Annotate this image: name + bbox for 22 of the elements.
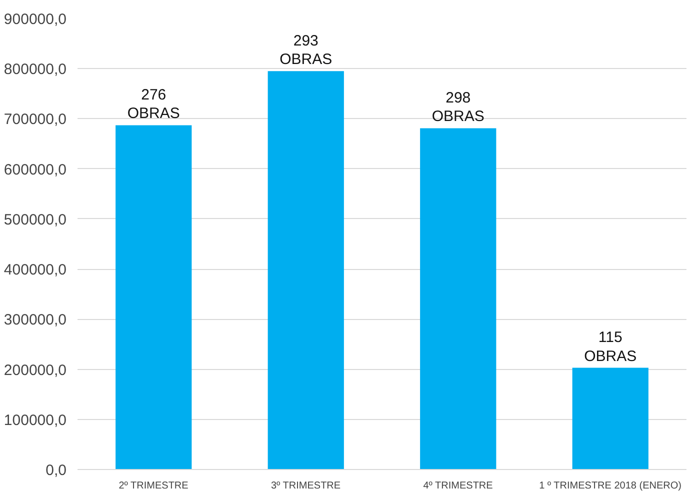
bar xyxy=(420,128,496,470)
bar xyxy=(268,71,344,470)
y-tick-label: 600000,0 xyxy=(4,161,67,178)
y-tick-label: 0,0 xyxy=(46,462,67,479)
annotation: 276 OBRAS xyxy=(127,86,180,122)
x-tick-label: 3º TRIMESTRE xyxy=(270,480,341,492)
y-tick-label: 300000,0 xyxy=(4,312,67,329)
annotation: 298 OBRAS xyxy=(432,90,484,126)
y-tick-label: 100000,0 xyxy=(4,412,67,429)
y-tick-label: 500000,0 xyxy=(4,211,67,228)
annotation: 115 OBRAS xyxy=(584,329,637,365)
x-tick-label: 4º TRIMESTRE xyxy=(423,480,494,492)
y-tick-label: 900000,0 xyxy=(4,11,67,28)
bar xyxy=(116,125,192,470)
y-tick-label: 800000,0 xyxy=(4,61,67,78)
y-tick-label: 200000,0 xyxy=(4,362,67,379)
y-tick-label: 400000,0 xyxy=(4,262,67,279)
annotation: 293 OBRAS xyxy=(280,32,332,68)
bar xyxy=(572,368,648,470)
x-tick-label: 2º TRIMESTRE xyxy=(118,480,189,492)
x-tick-label: 1 º TRIMESTRE 2018 (ENERO) xyxy=(539,480,682,492)
y-tick-label: 700000,0 xyxy=(4,111,67,128)
